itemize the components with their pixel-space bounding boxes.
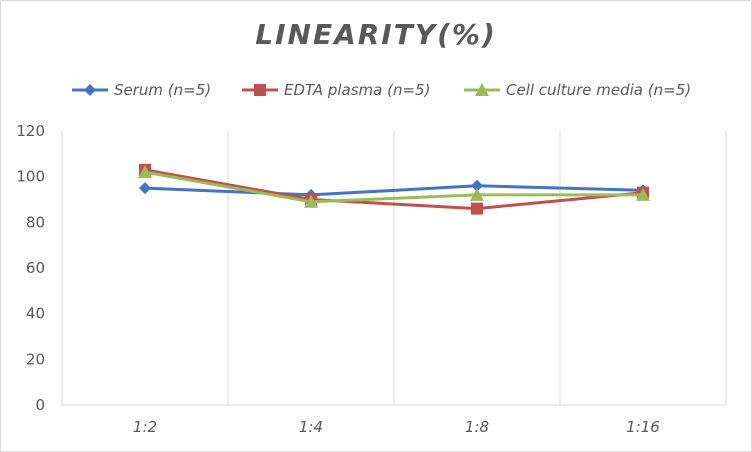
series-line-0 (144, 184, 644, 197)
legend-item-edta-plasma: EDTA plasma (n=5) (240, 78, 430, 102)
data-point-diamond (139, 182, 151, 195)
legend-label-cell-culture-media: Cell culture media (n=5) (506, 81, 692, 99)
x-tick-label: 1:2 (133, 418, 157, 436)
chart-title: LINEARITY(%) (255, 18, 497, 51)
y-tick-label: 20 (26, 350, 45, 368)
data-point-square (471, 202, 483, 215)
y-tick-label: 40 (26, 305, 45, 323)
legend-marker-square-icon (242, 84, 278, 96)
data-point-triangle (470, 187, 484, 201)
y-tick-label: 0 (35, 396, 45, 414)
y-tick-label: 120 (16, 122, 45, 140)
data-point-diamond (471, 179, 483, 192)
x-tick-label: 1:4 (299, 418, 323, 436)
legend-item-cell-culture-media: Cell culture media (n=5) (462, 78, 691, 102)
series-line-2 (144, 170, 643, 204)
legend-marker-diamond-icon (72, 84, 108, 96)
legend-marker-triangle-icon (464, 83, 500, 96)
legend-label-serum: Serum (n=5) (114, 81, 212, 99)
data-point-triangle (138, 165, 152, 179)
data-point-triangle (304, 194, 318, 208)
data-point-triangle (636, 187, 650, 201)
x-tick-label: 1:16 (626, 418, 660, 436)
chart-legend: Serum (n=5) EDTA plasma (n=5) Cell cultu… (0, 78, 752, 102)
y-tick-label: 60 (26, 259, 45, 277)
series-line-1 (144, 168, 644, 211)
y-tick-label: 100 (16, 168, 45, 186)
legend-item-serum: Serum (n=5) (70, 78, 211, 102)
x-tick-label: 1:8 (465, 418, 489, 436)
legend-label-edta-plasma: EDTA plasma (n=5) (284, 81, 431, 99)
y-tick-label: 80 (26, 213, 45, 231)
